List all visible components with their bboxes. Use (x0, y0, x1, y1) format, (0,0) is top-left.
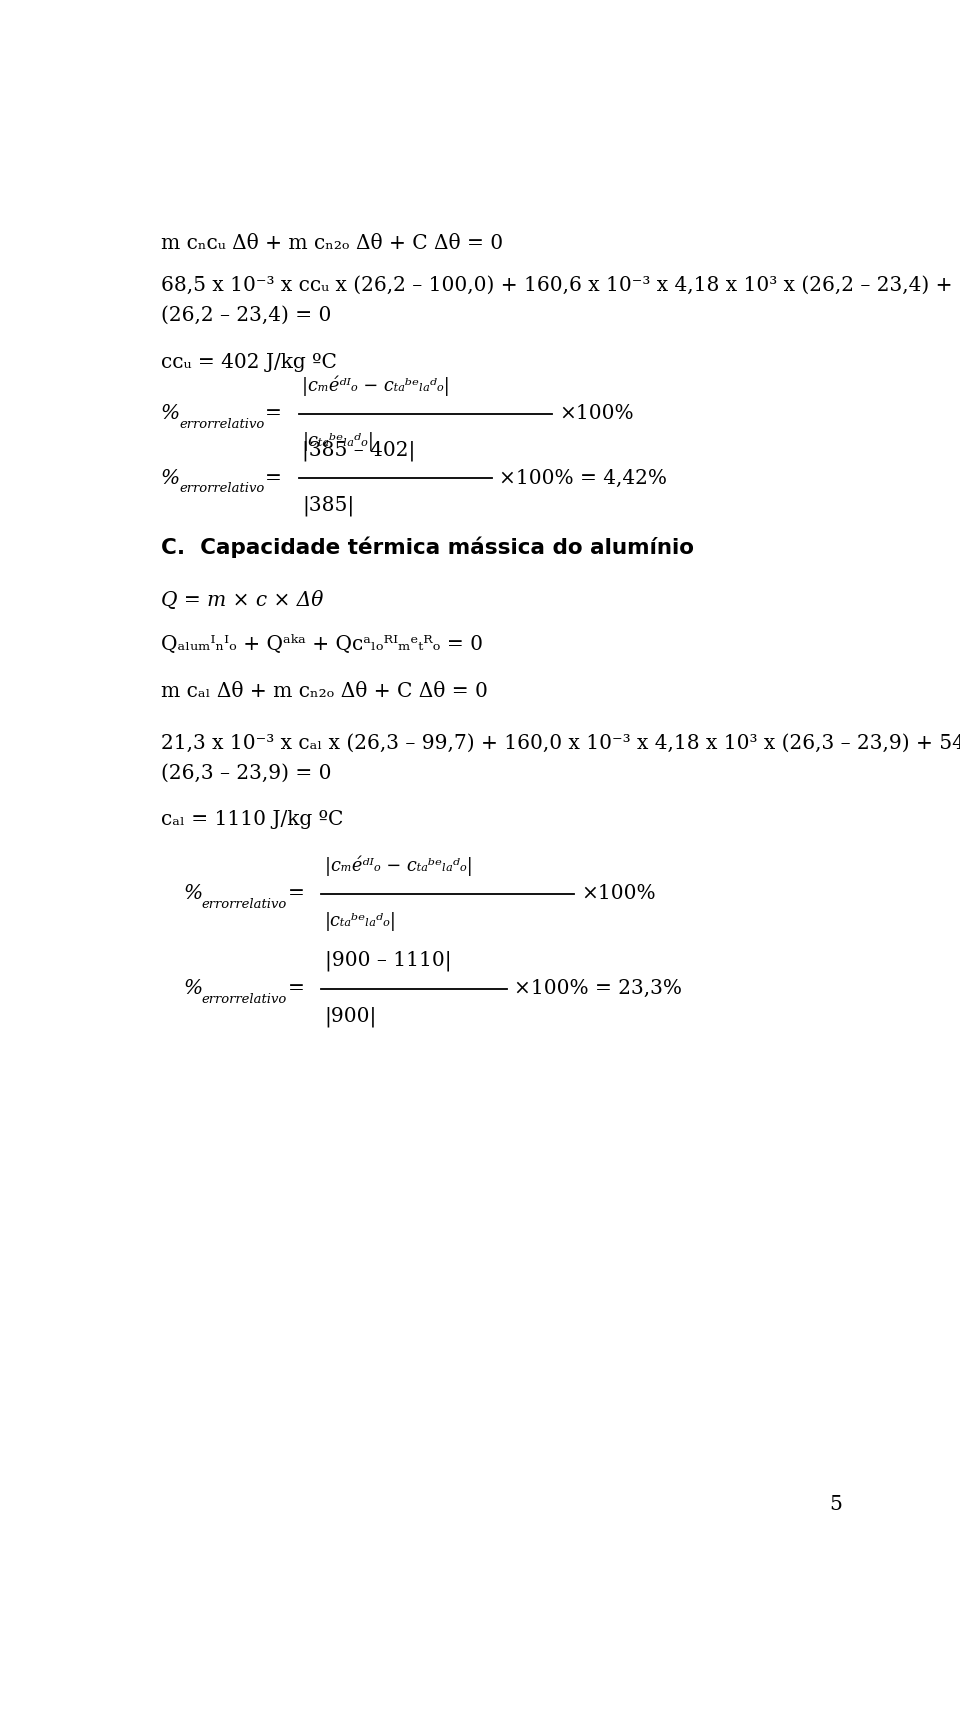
Text: (26,3 – 23,9) = 0: (26,3 – 23,9) = 0 (161, 764, 331, 783)
Text: Q = m × c × Δθ: Q = m × c × Δθ (161, 591, 324, 610)
Text: %: % (161, 469, 180, 488)
Text: 5: 5 (828, 1496, 842, 1514)
Text: |cₘéᵈᴵₒ − cₜₐᵇᵉₗₐᵈₒ|: |cₘéᵈᴵₒ − cₜₐᵇᵉₗₐᵈₒ| (324, 855, 472, 876)
Text: Qₐₗᵤₘᴵₙᴵₒ + Qᵃᵏᵃ + Qᴄᵃₗₒᴿᴵₘᵉₜᴿₒ = 0: Qₐₗᵤₘᴵₙᴵₒ + Qᵃᵏᵃ + Qᴄᵃₗₒᴿᴵₘᵉₜᴿₒ = 0 (161, 635, 483, 654)
Text: errorrelativo: errorrelativo (202, 898, 287, 910)
Text: ×100%: ×100% (559, 403, 634, 422)
Text: cₐₗ = 1110 J/kg ºC: cₐₗ = 1110 J/kg ºC (161, 810, 344, 829)
Text: cᴄᵤ = 402 J/kg ºC: cᴄᵤ = 402 J/kg ºC (161, 352, 337, 371)
Text: errorrelativo: errorrelativo (180, 417, 265, 431)
Text: =: = (287, 979, 304, 998)
Text: |385 – 402|: |385 – 402| (302, 440, 416, 460)
Text: m cₐₗ Δθ + m cₙ₂ₒ Δθ + C Δθ = 0: m cₐₗ Δθ + m cₙ₂ₒ Δθ + C Δθ = 0 (161, 682, 488, 701)
Text: |cₜₐᵇᵉₗₐᵈₒ|: |cₜₐᵇᵉₗₐᵈₒ| (324, 912, 396, 931)
Text: %: % (183, 979, 203, 998)
Text: %: % (161, 403, 180, 422)
Text: C.  Capacidade térmica mássica do alumínio: C. Capacidade térmica mássica do alumíni… (161, 536, 694, 558)
Text: 68,5 x 10⁻³ x cᴄᵤ x (26,2 – 100,0) + 160,6 x 10⁻³ x 4,18 x 10³ x (26,2 – 23,4) +: 68,5 x 10⁻³ x cᴄᵤ x (26,2 – 100,0) + 160… (161, 276, 960, 295)
Text: ×100% = 4,42%: ×100% = 4,42% (499, 469, 667, 488)
Text: =: = (265, 403, 282, 422)
Text: ×100% = 23,3%: ×100% = 23,3% (515, 979, 683, 998)
Text: errorrelativo: errorrelativo (202, 992, 287, 1006)
Text: =: = (287, 884, 304, 903)
Text: 21,3 x 10⁻³ x cₐₗ x (26,3 – 99,7) + 160,0 x 10⁻³ x 4,18 x 10³ x (26,3 – 23,9) + : 21,3 x 10⁻³ x cₐₗ x (26,3 – 99,7) + 160,… (161, 733, 960, 752)
Text: |cₘéᵈᴵₒ − cₜₐᵇᵉₗₐᵈₒ|: |cₘéᵈᴵₒ − cₜₐᵇᵉₗₐᵈₒ| (302, 376, 450, 397)
Text: =: = (265, 469, 282, 488)
Text: %: % (183, 884, 203, 903)
Text: |cₜₐᵇᵉₗₐᵈₒ|: |cₜₐᵇᵉₗₐᵈₒ| (302, 433, 374, 452)
Text: errorrelativo: errorrelativo (180, 482, 265, 496)
Text: (26,2 – 23,4) = 0: (26,2 – 23,4) = 0 (161, 306, 331, 325)
Text: m cₙᴄᵤ Δθ + m cₙ₂ₒ Δθ + C Δθ = 0: m cₙᴄᵤ Δθ + m cₙ₂ₒ Δθ + C Δθ = 0 (161, 234, 503, 252)
Text: |900 – 1110|: |900 – 1110| (324, 951, 451, 972)
Text: ×100%: ×100% (581, 884, 656, 903)
Text: |900|: |900| (324, 1006, 377, 1027)
Text: |385|: |385| (302, 496, 354, 517)
